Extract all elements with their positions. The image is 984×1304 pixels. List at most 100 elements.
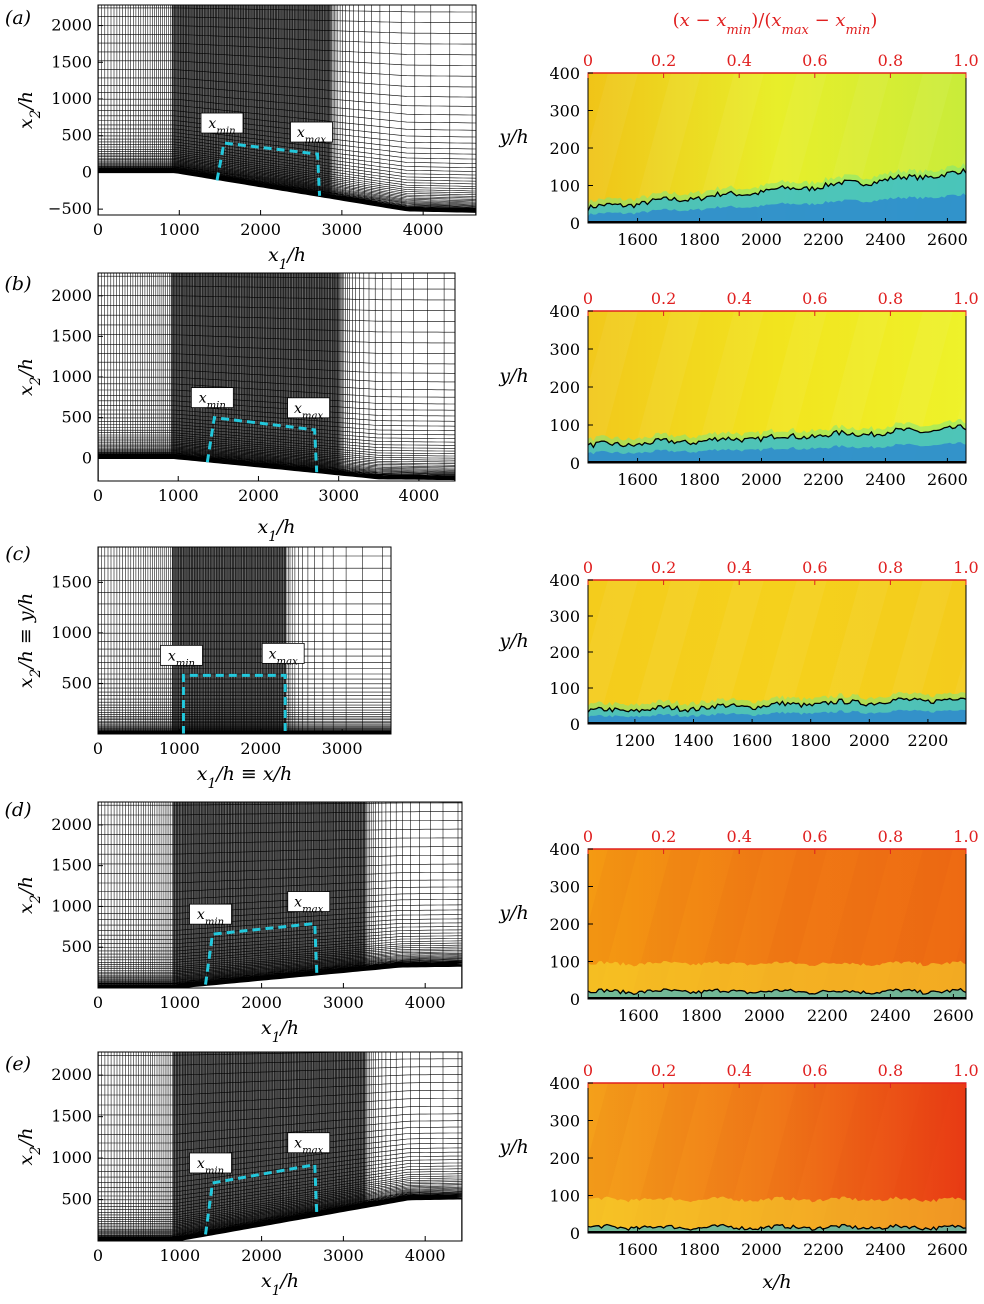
- top-tick-label: 0.6: [802, 1061, 827, 1080]
- top-tick-label: 0.6: [802, 289, 827, 308]
- y-tick-label: 300: [549, 607, 580, 626]
- y-tick-label: 400: [549, 1074, 580, 1093]
- field-streak: [694, 1083, 764, 1233]
- x-tick-label: 4000: [403, 220, 444, 239]
- mesh-grid: [98, 547, 391, 734]
- x-max-label: xmax: [294, 895, 323, 916]
- x-tick-label: 1400: [673, 731, 714, 750]
- x-tick-label: 3000: [322, 220, 363, 239]
- heatmap-field: [588, 1083, 966, 1233]
- field-streak: [588, 73, 638, 223]
- inner-region: [588, 193, 966, 223]
- y-tick-label: 200: [549, 915, 580, 934]
- y-tick-label: 400: [549, 64, 580, 83]
- x-tick-label: 2000: [238, 486, 279, 505]
- x-tick-label: 2200: [803, 230, 844, 249]
- x-tick-label: 2200: [807, 1006, 848, 1025]
- y-tick-label: 1500: [51, 572, 92, 591]
- x-tick-label: 2600: [927, 230, 968, 249]
- y-tick-label: 2000: [51, 286, 92, 305]
- y-tick-label: 2000: [51, 815, 92, 834]
- y-tick-label: 1500: [51, 1107, 92, 1126]
- panel-label: (a): [5, 7, 31, 29]
- x-axis-label: x1/h: [257, 516, 295, 545]
- heatmap-field: [588, 311, 966, 463]
- y-axis-label: y/h: [498, 126, 528, 148]
- x-tick-label: 4000: [399, 486, 440, 505]
- x-max-label-box: [287, 397, 331, 419]
- x-tick-label: 1800: [679, 230, 720, 249]
- x-tick-label: 4000: [405, 1246, 446, 1265]
- mesh-panel: xmin xmax 0 1000 2000 3000 4000 500 1000 1500 2000…: [5, 1051, 463, 1299]
- y-tick-label: 500: [61, 126, 92, 145]
- x-tick-label: 1000: [159, 1246, 200, 1265]
- x-tick-label: 3000: [318, 486, 359, 505]
- field-streak: [694, 849, 764, 999]
- integration-box: [205, 415, 319, 473]
- x-tick-label: 0: [93, 220, 103, 239]
- y-tick-label: 1000: [51, 89, 92, 108]
- top-tick-label: 0: [583, 51, 593, 70]
- field-streak: [757, 580, 827, 724]
- x-min-label: xmin: [208, 116, 235, 137]
- y-tick-label: 1000: [51, 1148, 92, 1167]
- y-tick-label: 400: [549, 840, 580, 859]
- x-axis-label: x1/h ≡ x/h: [197, 763, 292, 792]
- axes-frame: [97, 801, 463, 989]
- y-axis-label: y/h: [498, 630, 528, 652]
- top-tick-label: 0.4: [726, 51, 751, 70]
- y-tick-label: 100: [549, 953, 580, 972]
- interface-contour: [588, 424, 966, 449]
- top-tick-label: 0.4: [726, 289, 751, 308]
- y-axis-label: x2/h: [15, 876, 44, 914]
- x-tick-label: 2400: [870, 1006, 911, 1025]
- field-streak: [820, 311, 890, 463]
- y-tick-label: 1000: [51, 623, 92, 642]
- x-tick-label: 1000: [158, 486, 199, 505]
- x-max-label-box: [287, 891, 331, 912]
- x-max-label: xmax: [294, 401, 323, 422]
- x-tick-label: 2200: [803, 470, 844, 489]
- x-tick-label: 2000: [744, 1006, 785, 1025]
- top-tick-label: 0.8: [878, 1061, 903, 1080]
- x-tick-label: 3000: [323, 993, 364, 1012]
- field-streak: [757, 849, 827, 999]
- x-min-label-box: [189, 903, 232, 925]
- x-tick-label: 2400: [865, 230, 906, 249]
- x-max-label-box: [290, 121, 333, 143]
- top-tick-label: 0.6: [802, 51, 827, 70]
- outer-layer: [588, 960, 966, 999]
- x-axis-label: x1/h: [268, 244, 306, 273]
- x-tick-label: 1800: [679, 1240, 720, 1259]
- top-tick-label: 0.4: [726, 1061, 751, 1080]
- x-min-label: xmin: [168, 648, 195, 669]
- x-tick-label: 2400: [865, 1240, 906, 1259]
- field-streak: [631, 73, 701, 223]
- x-axis-label: x1/h: [261, 1270, 299, 1299]
- field-streak: [694, 580, 764, 724]
- y-tick-label: 1000: [51, 896, 92, 915]
- field-streak: [883, 580, 953, 724]
- heatmap-field: [588, 580, 966, 724]
- y-tick-label: 300: [549, 1112, 580, 1131]
- heatmap-field: [588, 849, 966, 999]
- wall-surface: [98, 1197, 462, 1241]
- top-tick-label: 1.0: [953, 51, 978, 70]
- top-tick-label: 0.6: [802, 827, 827, 846]
- y-tick-label: 100: [549, 416, 580, 435]
- y-tick-label: 100: [549, 679, 580, 698]
- top-tick-label: 0.2: [651, 1061, 676, 1080]
- mesh-panel: xmin xmax 0 1000 2000 3000 500 1000 1500 x1/h ≡ x…: [5, 543, 392, 792]
- field-streak: [820, 580, 890, 724]
- top-axis-label: (x − xmin)/(xmax − xmin): [673, 10, 878, 38]
- x-tick-label: 2000: [849, 731, 890, 750]
- wall-surface: [98, 457, 455, 481]
- top-tick-label: 0.4: [726, 827, 751, 846]
- top-tick-label: 0.8: [878, 289, 903, 308]
- y-tick-label: 200: [549, 139, 580, 158]
- x-max-label-box: [261, 642, 305, 664]
- y-tick-label: 2000: [51, 1065, 92, 1084]
- top-tick-label: 0: [583, 558, 593, 577]
